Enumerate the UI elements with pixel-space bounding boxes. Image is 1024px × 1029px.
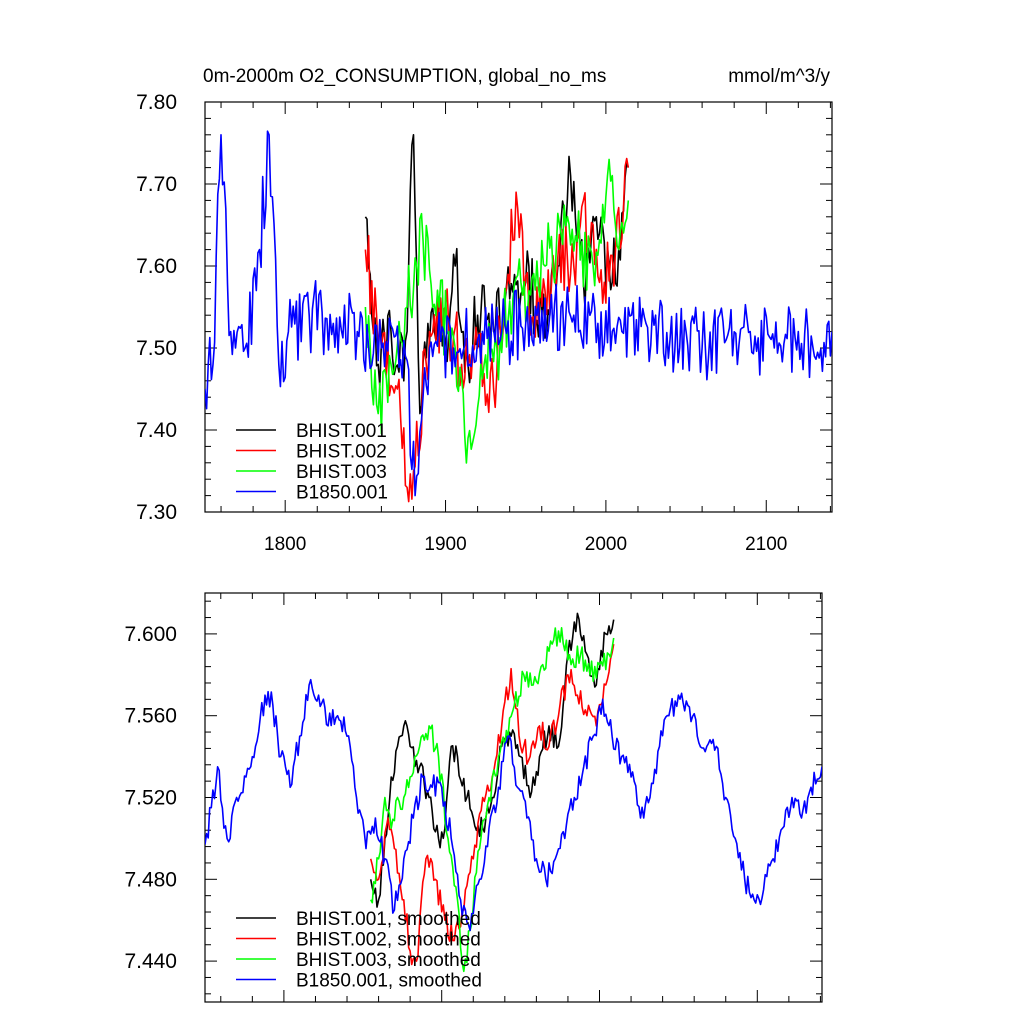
series-line (369, 626, 615, 973)
y-tick-label: 7.560 (124, 705, 177, 728)
y-tick-label: 7.600 (124, 623, 177, 646)
y-tick-label: 7.70 (136, 173, 177, 196)
series-line (205, 130, 832, 497)
legend-label: BHIST.001, smoothed (296, 909, 481, 930)
series-group (205, 130, 832, 503)
series-line (364, 157, 630, 503)
legend-label: BHIST.003, smoothed (296, 950, 481, 971)
y-tick-label: 7.440 (124, 950, 177, 973)
chart-title: 0m-2000m O2_CONSUMPTION, global_no_ms (203, 66, 606, 87)
top-chart: 1800 1900 2000 2100 7.30 7.40 7.50 7.60 7.70 7.80… (136, 91, 833, 555)
x-tick-label: 1900 (424, 534, 466, 555)
x-tick-label: 2000 (585, 534, 627, 555)
bottom-chart: 7.440 7.480 7.520 7.560 7.600 BHIST.001, smoo… (124, 592, 823, 1003)
legend-label: BHIST.001 (296, 421, 387, 442)
plot-frame (204, 101, 833, 513)
legend-label: B1850.001, smoothed (296, 971, 482, 992)
x-tick-label: 1800 (264, 534, 306, 555)
y-tick-label: 7.60 (136, 255, 177, 278)
y-tick-label: 7.520 (124, 787, 177, 810)
y-tick-label: 7.80 (136, 91, 177, 114)
chart-units: mmol/m^3/y (728, 66, 830, 87)
x-tick-label: 2100 (745, 534, 787, 555)
series-line (364, 158, 630, 464)
y-tick-label: 7.480 (124, 868, 177, 891)
legend-label: BHIST.003 (296, 462, 387, 483)
y-tick-label: 7.50 (136, 337, 177, 360)
y-tick-label: 7.30 (136, 501, 177, 524)
y-tick-label: 7.40 (136, 419, 177, 442)
legend-label: BHIST.002 (296, 442, 387, 463)
legend-label: BHIST.002, smoothed (296, 930, 481, 951)
series-line (205, 678, 822, 932)
series-line (369, 612, 615, 908)
legend-label: B1850.001 (296, 483, 388, 504)
series-group (205, 612, 822, 973)
